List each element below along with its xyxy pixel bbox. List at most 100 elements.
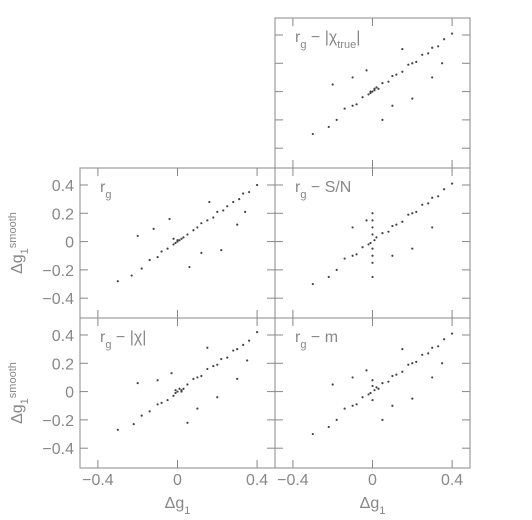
- text-part: Δg: [9, 254, 26, 274]
- y-tick-label: −0.4: [42, 291, 74, 308]
- y-axis-label: Δg1smooth: [7, 362, 31, 424]
- point: [200, 251, 203, 255]
- point: [443, 188, 446, 191]
- panel-title: rg − m: [295, 329, 338, 351]
- point: [437, 195, 440, 198]
- point: [327, 125, 330, 129]
- point: [371, 219, 374, 222]
- point: [351, 254, 354, 257]
- point: [441, 362, 444, 365]
- point: [156, 379, 159, 382]
- point: [371, 247, 374, 250]
- text-part: 1: [19, 398, 31, 404]
- point: [176, 390, 179, 393]
- y-tick-label: 0.4: [52, 328, 74, 345]
- point: [335, 418, 338, 421]
- point: [331, 83, 334, 86]
- point: [174, 241, 177, 245]
- point: [212, 216, 215, 219]
- text-part: 1: [184, 505, 190, 515]
- point: [168, 217, 171, 221]
- x-tick-label: 0.4: [441, 472, 463, 489]
- point: [136, 381, 139, 385]
- point: [176, 239, 179, 242]
- point: [236, 377, 239, 380]
- point: [180, 390, 183, 393]
- point: [387, 380, 390, 383]
- point: [311, 282, 314, 286]
- x-tick-label: 0: [173, 472, 182, 489]
- point: [411, 397, 414, 400]
- point: [373, 87, 376, 90]
- point: [411, 362, 414, 365]
- point: [375, 236, 378, 239]
- point: [222, 209, 225, 212]
- y-tick-label: −0.2: [42, 413, 74, 430]
- point: [196, 407, 199, 410]
- point: [186, 421, 189, 424]
- point: [156, 403, 159, 406]
- point: [365, 369, 368, 372]
- x-tick-label: −0.4: [277, 472, 309, 489]
- text-part: smooth: [7, 212, 19, 248]
- point: [196, 376, 199, 379]
- point: [391, 74, 394, 78]
- text-part: − m: [306, 329, 338, 346]
- point: [373, 389, 376, 392]
- x-axis-label: Δg1: [360, 495, 386, 515]
- point: [192, 377, 195, 380]
- text-part: g: [105, 339, 111, 351]
- point: [395, 373, 398, 376]
- point: [367, 243, 370, 246]
- point: [375, 386, 378, 389]
- point: [311, 432, 314, 436]
- point: [427, 352, 430, 355]
- point: [361, 396, 364, 399]
- point: [188, 265, 191, 269]
- point: [355, 103, 358, 106]
- y-tick-label: 0.4: [52, 178, 74, 195]
- point: [371, 233, 374, 236]
- point: [431, 76, 434, 79]
- point: [427, 52, 430, 55]
- point: [407, 63, 410, 66]
- point: [371, 384, 374, 388]
- text-part: Δg: [9, 404, 26, 424]
- point: [216, 396, 219, 399]
- point: [242, 192, 245, 195]
- point: [192, 229, 195, 232]
- point: [401, 370, 404, 373]
- text-part: g: [300, 339, 306, 351]
- point: [351, 226, 354, 229]
- point: [116, 280, 119, 283]
- point: [387, 230, 390, 233]
- text-part: 1: [379, 505, 385, 515]
- text-part: |: [356, 29, 360, 46]
- point: [178, 239, 181, 242]
- point: [391, 404, 394, 407]
- text-part: r: [100, 329, 106, 346]
- point: [373, 239, 376, 242]
- point: [351, 376, 354, 379]
- point: [437, 45, 440, 48]
- point: [132, 423, 135, 426]
- point: [178, 387, 181, 390]
- point: [411, 212, 414, 215]
- point: [248, 190, 251, 194]
- panel-title: rg − |χ|: [100, 329, 146, 351]
- point: [395, 223, 398, 226]
- point: [411, 97, 414, 100]
- point: [255, 183, 259, 187]
- point: [431, 196, 434, 199]
- point: [355, 403, 358, 406]
- point: [232, 200, 235, 204]
- point: [130, 274, 133, 277]
- point: [343, 257, 346, 260]
- point: [351, 76, 354, 79]
- point: [365, 69, 368, 72]
- point: [395, 73, 398, 76]
- point: [367, 393, 370, 396]
- point: [244, 210, 247, 213]
- point: [206, 346, 209, 349]
- point: [216, 363, 219, 366]
